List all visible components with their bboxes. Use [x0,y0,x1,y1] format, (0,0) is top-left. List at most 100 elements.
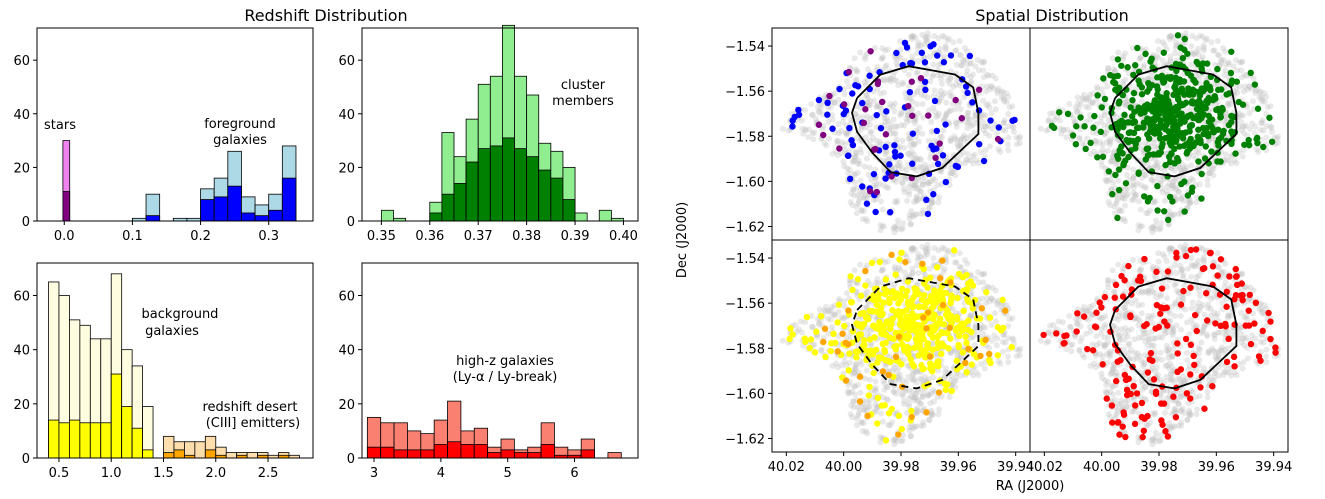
annotation: redshift desert [203,400,298,415]
background-point [911,140,918,147]
background-point [851,170,858,177]
background-point [1131,336,1138,343]
background-point [911,211,918,218]
background-point [935,112,942,119]
background-point [1161,167,1168,174]
data-point [786,335,793,343]
background-point [1193,199,1200,206]
background-point [1219,344,1226,351]
data-point [824,111,831,118]
data-point [862,106,869,113]
background-point [1110,366,1117,373]
data-point [967,278,974,285]
background-point [870,197,877,204]
data-point [936,140,943,147]
background-point [1001,96,1008,103]
data-point [1087,139,1094,147]
background-point [948,135,955,142]
background-point [1013,141,1020,148]
background-point [861,191,868,198]
data-point [1165,108,1172,115]
data-point [895,412,903,420]
background-point [874,64,881,71]
background-point [1151,136,1158,143]
data-point [923,196,930,204]
data-point [1225,335,1232,343]
background-point [931,176,938,183]
data-point [909,112,916,119]
background-point [980,67,987,74]
background-point [917,84,924,91]
data-point [933,127,941,135]
x-tick-label: 0.1 [122,229,143,244]
background-point [1150,139,1157,146]
background-point [1222,279,1229,286]
background-point [975,372,982,379]
background-point [992,75,999,82]
background-point [1172,177,1179,184]
background-point [1150,342,1157,349]
data-point [1197,384,1204,391]
data-point [1155,106,1163,113]
background-point [955,143,962,150]
background-point [815,108,822,115]
background-point [1106,141,1113,148]
background-point [876,104,883,111]
background-point [856,160,863,167]
background-point [925,34,932,41]
background-point [1211,47,1218,54]
background-point [1169,375,1176,382]
background-point [1092,140,1099,147]
background-point [915,251,922,258]
background-point [1220,268,1227,275]
background-point [934,72,941,79]
background-point [1214,250,1221,257]
background-point [952,119,959,126]
background-point [1141,361,1148,368]
data-point [888,251,895,259]
background-point [878,55,885,62]
data-point [1254,105,1262,112]
background-point [883,184,890,191]
data-point [846,175,854,183]
background-point [808,100,815,107]
background-point [890,102,897,109]
background-point [1190,263,1197,270]
background-point [942,112,949,119]
background-point [908,148,915,155]
background-point [878,140,885,147]
background-point [864,66,871,73]
background-point [1114,160,1121,167]
background-point [1074,94,1081,101]
background-point [1101,343,1108,350]
background-point [1141,172,1148,179]
data-point [875,354,883,361]
background-point [1246,125,1253,132]
background-point [1104,177,1111,184]
data-point [1118,272,1125,280]
data-point [1162,113,1170,121]
data-point [963,369,970,376]
bar-subset [380,446,395,459]
data-point [963,271,970,279]
background-point [906,191,913,198]
background-point [881,77,888,84]
bar-subset [145,215,161,222]
background-point [866,398,873,405]
background-point [857,261,864,268]
data-point [820,338,827,346]
data-point [1168,150,1175,157]
data-point [1160,79,1167,86]
data-point [1149,107,1156,115]
background-point [1177,393,1184,400]
data-point [822,353,829,361]
background-point [853,77,860,84]
background-point [914,88,921,95]
background-point [854,169,861,176]
background-point [948,170,955,177]
data-point [942,178,950,186]
background-point [1113,113,1120,120]
background-point [1045,338,1052,345]
background-point [957,106,964,113]
background-point [882,47,889,54]
